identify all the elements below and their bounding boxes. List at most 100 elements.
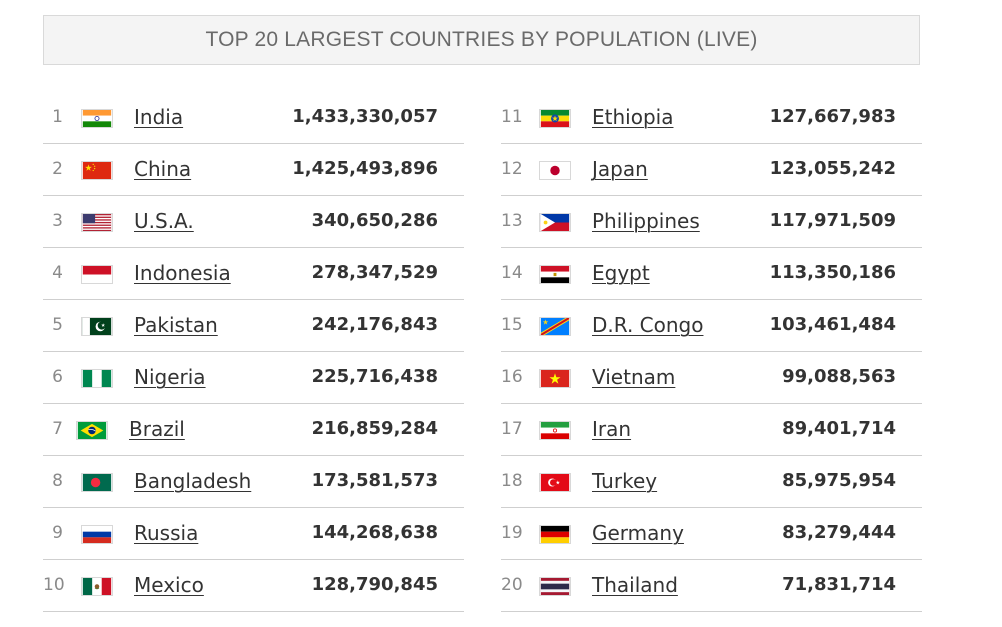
egypt-flag-icon [539, 265, 571, 284]
ethiopia-flag-icon [539, 109, 571, 128]
rank-number: 17 [501, 419, 523, 439]
country-link[interactable]: Mexico [134, 573, 204, 597]
country-link[interactable]: Indonesia [134, 261, 231, 285]
country-row: 3 U.S.A. 340,650,286 [43, 196, 464, 248]
rank-number: 18 [501, 471, 523, 491]
country-link[interactable]: Egypt [592, 261, 650, 285]
population-value: 173,581,573 [311, 470, 438, 491]
rank-number: 1 [52, 107, 63, 127]
nigeria-flag-icon [81, 369, 113, 388]
population-value: 216,859,284 [311, 418, 438, 439]
country-row: 12 Japan 123,055,242 [501, 144, 922, 196]
country-row: 6 Nigeria 225,716,438 [43, 352, 464, 404]
rank-number: 9 [52, 523, 63, 543]
country-row: 13 Philippines 117,971,509 [501, 196, 922, 248]
china-flag-icon [81, 161, 113, 180]
country-link[interactable]: Thailand [592, 573, 678, 597]
country-link[interactable]: Ethiopia [592, 105, 674, 129]
country-link[interactable]: Vietnam [592, 365, 676, 389]
country-row: 9 Russia 144,268,638 [43, 508, 464, 560]
turkey-flag-icon [539, 473, 571, 492]
rank-number: 19 [501, 523, 523, 543]
rank-number: 6 [52, 367, 63, 387]
country-link[interactable]: U.S.A. [134, 209, 194, 233]
philippines-flag-icon [539, 213, 571, 232]
country-link[interactable]: Brazil [129, 417, 185, 441]
country-row: 15 D.R. Congo 103,461,484 [501, 300, 922, 352]
usa-flag-icon [81, 213, 113, 232]
population-value: 83,279,444 [782, 522, 896, 543]
country-row: 7 Brazil 216,859,284 [43, 404, 464, 456]
page-header: TOP 20 LARGEST COUNTRIES BY POPULATION (… [43, 15, 920, 65]
rank-number: 2 [52, 159, 63, 179]
country-row: 20 Thailand 71,831,714 [501, 560, 922, 612]
population-value: 103,461,484 [769, 314, 896, 335]
dr-congo-flag-icon [539, 317, 571, 336]
rank-number: 4 [52, 263, 63, 283]
ranking-column-left: 1 India 1,433,330,057 2 China 1,425,493,896 3 U… [43, 92, 464, 612]
country-row: 18 Turkey 85,975,954 [501, 456, 922, 508]
country-link[interactable]: Iran [592, 417, 632, 441]
country-link[interactable]: Bangladesh [134, 469, 252, 493]
population-value: 242,176,843 [311, 314, 438, 335]
population-value: 340,650,286 [311, 210, 438, 231]
country-row: 2 China 1,425,493,896 [43, 144, 464, 196]
population-value: 71,831,714 [782, 574, 896, 595]
country-link[interactable]: Japan [592, 157, 648, 181]
rank-number: 5 [52, 315, 63, 335]
population-value: 127,667,983 [769, 106, 896, 127]
rank-number: 8 [52, 471, 63, 491]
page-title: TOP 20 LARGEST COUNTRIES BY POPULATION (… [205, 28, 758, 51]
country-row: 5 Pakistan 242,176,843 [43, 300, 464, 352]
population-value: 89,401,714 [782, 418, 896, 439]
population-value: 117,971,509 [769, 210, 896, 231]
population-value: 128,790,845 [311, 574, 438, 595]
country-row: 11 Ethiopia 127,667,983 [501, 92, 922, 144]
population-value: 278,347,529 [311, 262, 438, 283]
bangladesh-flag-icon [81, 473, 113, 492]
rank-number: 14 [501, 263, 523, 283]
country-row: 17 Iran 89,401,714 [501, 404, 922, 456]
country-row: 14 Egypt 113,350,186 [501, 248, 922, 300]
population-value: 123,055,242 [769, 158, 896, 179]
rank-number: 3 [52, 211, 63, 231]
country-link[interactable]: China [134, 157, 192, 181]
country-row: 8 Bangladesh 173,581,573 [43, 456, 464, 508]
rank-number: 16 [501, 367, 523, 387]
japan-flag-icon [539, 161, 571, 180]
pakistan-flag-icon [81, 317, 113, 336]
rank-number: 11 [501, 107, 523, 127]
country-link[interactable]: Turkey [592, 469, 658, 493]
country-link[interactable]: Russia [134, 521, 199, 545]
country-link[interactable]: Nigeria [134, 365, 206, 389]
country-row: 4 Indonesia 278,347,529 [43, 248, 464, 300]
rank-number: 13 [501, 211, 523, 231]
country-link[interactable]: D.R. Congo [592, 313, 704, 337]
indonesia-flag-icon [81, 265, 113, 284]
iran-flag-icon [539, 421, 571, 440]
germany-flag-icon [539, 525, 571, 544]
india-flag-icon [81, 109, 113, 128]
mexico-flag-icon [81, 577, 113, 596]
population-value: 144,268,638 [311, 522, 438, 543]
ranking-column-right: 11 Ethiopia 127,667,983 12 Japan 123,055,242 1… [501, 92, 922, 612]
russia-flag-icon [81, 525, 113, 544]
rank-number: 7 [52, 419, 63, 439]
country-link[interactable]: India [134, 105, 184, 129]
vietnam-flag-icon [539, 369, 571, 388]
population-value: 1,425,493,896 [292, 158, 438, 179]
rank-number: 10 [43, 575, 65, 595]
thailand-flag-icon [539, 577, 571, 596]
brazil-flag-icon [76, 421, 108, 440]
population-value: 85,975,954 [782, 470, 896, 491]
rank-number: 12 [501, 159, 523, 179]
country-row: 19 Germany 83,279,444 [501, 508, 922, 560]
country-row: 1 India 1,433,330,057 [43, 92, 464, 144]
country-link[interactable]: Philippines [592, 209, 700, 233]
population-value: 1,433,330,057 [292, 106, 438, 127]
rank-number: 20 [501, 575, 523, 595]
country-link[interactable]: Germany [592, 521, 684, 545]
population-value: 99,088,563 [782, 366, 896, 387]
population-value: 113,350,186 [769, 262, 896, 283]
country-link[interactable]: Pakistan [134, 313, 218, 337]
